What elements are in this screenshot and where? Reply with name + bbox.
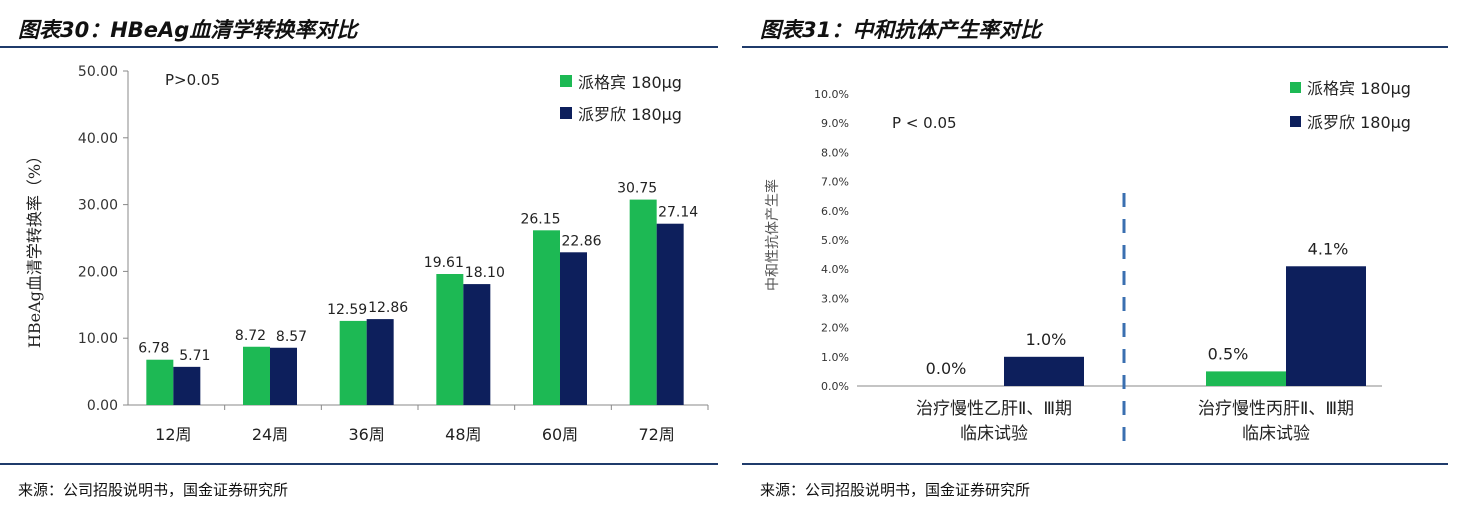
- p-value-annotation: P < 0.05: [892, 114, 957, 132]
- bar-pairoxin: [1004, 356, 1084, 386]
- antibody-rate-chart: 0.0% 1.0% 2.0% 3.0% 4.0% 5.0% 6.0% 7.0% 8.0% 9.0%…: [764, 79, 1411, 444]
- y-tick-label: 5.0%: [821, 234, 849, 247]
- legend-label: 派罗欣 180μg: [1307, 113, 1411, 132]
- legend-swatch: [560, 107, 572, 119]
- data-label: 0.0%: [926, 359, 967, 378]
- y-axis-label: HBeAg血清学转换率（%）: [25, 148, 44, 348]
- figure-30-bottom-rule: [0, 463, 718, 465]
- bar-paigebin: [533, 230, 560, 405]
- y-tick-label: 4.0%: [821, 263, 849, 276]
- y-tick-label: 10.0%: [814, 88, 849, 101]
- y-tick-label: 0.0%: [821, 380, 849, 393]
- figure-31-title: 图表31：中和抗体产生率对比: [760, 18, 1042, 42]
- data-label: 12.59: [327, 302, 367, 318]
- y-tick-label: 9.0%: [821, 117, 849, 130]
- x-tick-label: 48周: [445, 425, 481, 444]
- data-label: 1.0%: [1026, 330, 1067, 349]
- figure-31-bottom-rule: [742, 463, 1448, 465]
- data-label: 30.75: [617, 181, 657, 197]
- bar-paigebin: [629, 199, 657, 405]
- y-tick-label: 2.0%: [821, 322, 849, 335]
- legend-label: 派格宾 180μg: [578, 73, 682, 92]
- figure-30-title: 图表30：HBeAg血清学转换率对比: [18, 18, 358, 42]
- figure-30-top-rule: [0, 46, 718, 48]
- x-tick-label: 60周: [542, 425, 578, 444]
- y-tick-label: 1.0%: [821, 351, 849, 364]
- p-value-annotation: P>0.05: [165, 71, 220, 89]
- bar-paigebin: [436, 274, 464, 405]
- y-tick-label: 0.00: [87, 398, 118, 414]
- data-label: 8.72: [235, 328, 266, 344]
- y-tick-label: 30.00: [78, 198, 118, 214]
- y-tick-label: 8.0%: [821, 146, 849, 159]
- x-tick-label-line2: 临床试验: [1242, 424, 1310, 444]
- bar-paigebin: [146, 359, 174, 405]
- legend-swatch: [1290, 82, 1301, 93]
- bar-paigebin: [339, 320, 367, 405]
- legend-label: 派罗欣 180μg: [578, 105, 682, 124]
- y-axis-label: 中和性抗体产生率: [764, 179, 781, 291]
- x-tick-label-line1: 治疗慢性丙肝Ⅱ、Ⅲ期: [1198, 398, 1354, 419]
- bar-pairoxin: [173, 366, 201, 405]
- data-label: 5.71: [179, 348, 210, 364]
- bar-pairoxin: [270, 347, 297, 405]
- hbeag-conversion-chart: 0.00 10.00 20.00 30.00 40.00 50.00 HBeAg血清学转换率…: [25, 64, 709, 444]
- data-label: 18.10: [465, 265, 505, 281]
- x-tick-label: 24周: [252, 425, 288, 444]
- data-label: 26.15: [520, 211, 560, 227]
- y-tick-label: 20.00: [78, 264, 118, 280]
- bar-pairoxin: [1286, 266, 1366, 386]
- y-tick-label: 7.0%: [821, 176, 849, 189]
- legend-swatch: [1290, 116, 1301, 127]
- figure-31-source: 来源：公司招股说明书，国金证券研究所: [760, 481, 1031, 499]
- x-tick-label: 72周: [638, 425, 674, 444]
- bar-pairoxin: [366, 319, 394, 405]
- data-label: 8.57: [276, 329, 307, 345]
- data-label: 22.86: [561, 233, 601, 249]
- x-tick-label-line1: 治疗慢性乙肝Ⅱ、Ⅲ期: [916, 398, 1072, 419]
- figure-31-panel: 图表31：中和抗体产生率对比 0.0% 1.0% 2.0% 3.0% 4.0% 5.0% 6…: [742, 0, 1448, 510]
- bar-pairoxin: [463, 284, 491, 405]
- data-label: 0.5%: [1208, 344, 1249, 363]
- figure-30-panel: 图表30：HBeAg血清学转换率对比 0.00 10.00 20.00 30.00 40…: [0, 0, 718, 510]
- y-tick-label: 40.00: [78, 131, 118, 147]
- bar-pairoxin: [560, 252, 587, 405]
- x-tick-label-line2: 临床试验: [960, 424, 1028, 444]
- y-tick-label: 3.0%: [821, 292, 849, 305]
- bar-paigebin: [243, 346, 270, 405]
- data-label: 6.78: [138, 341, 169, 357]
- figure-30-source: 来源：公司招股说明书，国金证券研究所: [18, 481, 289, 499]
- y-tick-label: 6.0%: [821, 205, 849, 218]
- bar-pairoxin: [656, 223, 684, 405]
- data-label: 12.86: [368, 300, 408, 316]
- legend-label: 派格宾 180μg: [1307, 79, 1411, 98]
- y-tick-label: 50.00: [78, 64, 118, 80]
- legend-swatch: [560, 75, 572, 87]
- figure-31-top-rule: [742, 46, 1448, 48]
- y-tick-label: 10.00: [78, 331, 118, 347]
- x-tick-label: 36周: [348, 425, 384, 444]
- bar-paigebin: [1206, 371, 1286, 386]
- x-tick-label: 12周: [155, 425, 191, 444]
- data-label: 19.61: [424, 255, 464, 271]
- data-label: 27.14: [658, 205, 698, 221]
- data-label: 4.1%: [1308, 239, 1349, 258]
